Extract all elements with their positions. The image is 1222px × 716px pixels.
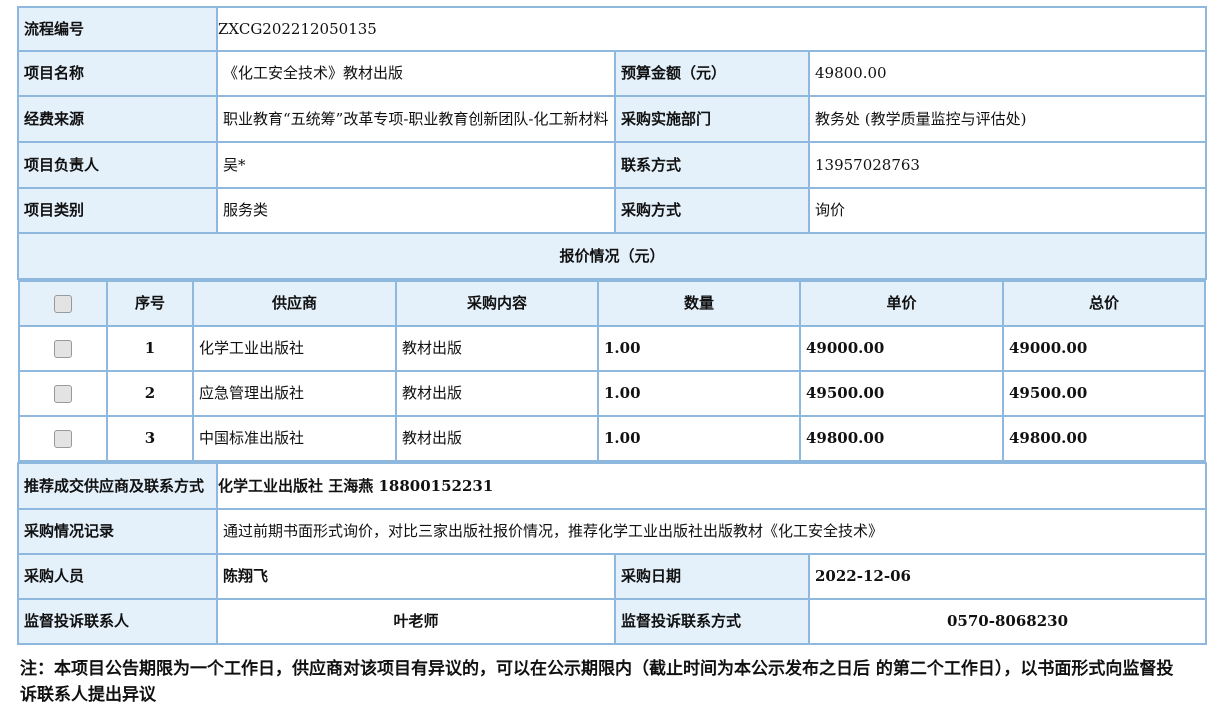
leader-label: 项目负责人 xyxy=(17,141,218,189)
record-value: 通过前期书面形式询价，对比三家出版社报价情况，推荐化学工业出版社出版教材《化工安… xyxy=(215,508,1208,555)
notice-text: 注：本项目公告期限为一个工作日，供应商对该项目有异议的，可以在公示期限内（截止时… xyxy=(20,659,1174,705)
contact-value: 13957028763 xyxy=(807,141,1208,189)
row-supplier: 化学工业出版社 xyxy=(192,325,397,372)
row-total-price: 49000.00 xyxy=(1001,325,1207,372)
recommend-label: 推荐成交供应商及联系方式 xyxy=(17,462,218,510)
table-row: 2 应急管理出版社 教材出版 1.00 49500.00 49500.00 xyxy=(18,370,1207,417)
row-total-price: 49500.00 xyxy=(1001,370,1207,417)
row-select-cell[interactable] xyxy=(18,325,108,372)
quote-section-title: 报价情况（元） xyxy=(16,232,1208,280)
row-select-cell[interactable] xyxy=(18,370,108,417)
row-supplier: 中国标准出版社 xyxy=(192,415,397,462)
row-qty: 1.00 xyxy=(597,415,801,462)
row-checkbox[interactable] xyxy=(54,385,72,403)
row-no: 1 xyxy=(106,325,194,372)
row-total-price: 49800.00 xyxy=(1001,415,1207,462)
dept-label: 采购实施部门 xyxy=(614,95,810,143)
row-no: 2 xyxy=(106,370,194,417)
row-checkbox[interactable] xyxy=(54,340,72,358)
row-supplier: 应急管理出版社 xyxy=(192,370,397,417)
header-qty: 数量 xyxy=(597,280,801,327)
supervisor-contact-label: 监督投诉联系方式 xyxy=(614,598,810,645)
table-row: 1 化学工业出版社 教材出版 1.00 49000.00 49000.00 xyxy=(18,325,1207,372)
recommend-value: 化学工业出版社 王海燕 18800152231 xyxy=(215,462,1208,510)
select-all-checkbox[interactable] xyxy=(54,295,72,313)
leader-value: 吴* xyxy=(216,141,616,189)
header-content: 采购内容 xyxy=(395,280,599,327)
supervisor-contact-value: 0570-8068230 xyxy=(807,598,1208,645)
row-content: 教材出版 xyxy=(395,325,599,372)
table-row: 3 中国标准出版社 教材出版 1.00 49800.00 49800.00 xyxy=(18,415,1207,462)
header-unit-price: 单价 xyxy=(799,280,1004,327)
category-label: 项目类别 xyxy=(17,187,218,234)
fund-source-label: 经费来源 xyxy=(17,95,218,143)
row-unit-price: 49500.00 xyxy=(799,370,1004,417)
dept-value: 教务处 (教学质量监控与评估处) xyxy=(807,95,1208,143)
process-no-value: ZXCG202212050135 xyxy=(215,6,1208,52)
buyer-value: 陈翔飞 xyxy=(216,553,616,600)
project-name-value: 《化工安全技术》教材出版 xyxy=(216,50,616,97)
method-label: 采购方式 xyxy=(614,187,810,234)
row-checkbox[interactable] xyxy=(54,430,72,448)
row-qty: 1.00 xyxy=(597,325,801,372)
header-no: 序号 xyxy=(106,280,194,327)
row-content: 教材出版 xyxy=(395,370,599,417)
quote-table-container: 序号 供应商 采购内容 数量 单价 总价 1 化学工业出版社 教材出版 1.00… xyxy=(18,279,1207,463)
row-unit-price: 49000.00 xyxy=(799,325,1004,372)
fund-source-value: 职业教育“五统筹”改革专项-职业教育创新团队-化工新材料 xyxy=(216,95,616,143)
buyer-label: 采购人员 xyxy=(17,553,218,600)
record-label: 采购情况记录 xyxy=(17,508,218,555)
budget-label: 预算金额（元） xyxy=(614,50,810,97)
date-value: 2022-12-06 xyxy=(807,553,1208,600)
budget-value: 49800.00 xyxy=(807,50,1208,97)
row-unit-price: 49800.00 xyxy=(799,415,1004,462)
category-value: 服务类 xyxy=(216,187,616,234)
row-qty: 1.00 xyxy=(597,370,801,417)
header-supplier: 供应商 xyxy=(192,280,397,327)
header-total-price: 总价 xyxy=(1001,280,1207,327)
date-label: 采购日期 xyxy=(614,553,810,600)
contact-label: 联系方式 xyxy=(614,141,810,189)
quote-table: 序号 供应商 采购内容 数量 单价 总价 1 化学工业出版社 教材出版 1.00… xyxy=(18,280,1207,462)
procurement-table: 流程编号 ZXCG202212050135 项目名称 《化工安全技术》教材出版 … xyxy=(16,6,1208,645)
quote-header-row: 序号 供应商 采购内容 数量 单价 总价 xyxy=(18,280,1207,327)
project-name-label: 项目名称 xyxy=(17,50,218,97)
row-select-cell[interactable] xyxy=(18,415,108,462)
row-no: 3 xyxy=(106,415,194,462)
select-all-cell[interactable] xyxy=(18,280,108,327)
row-content: 教材出版 xyxy=(395,415,599,462)
process-no-label: 流程编号 xyxy=(17,6,218,52)
supervisor-value: 叶老师 xyxy=(216,598,616,645)
supervisor-label: 监督投诉联系人 xyxy=(17,598,218,645)
method-value: 询价 xyxy=(807,187,1208,234)
